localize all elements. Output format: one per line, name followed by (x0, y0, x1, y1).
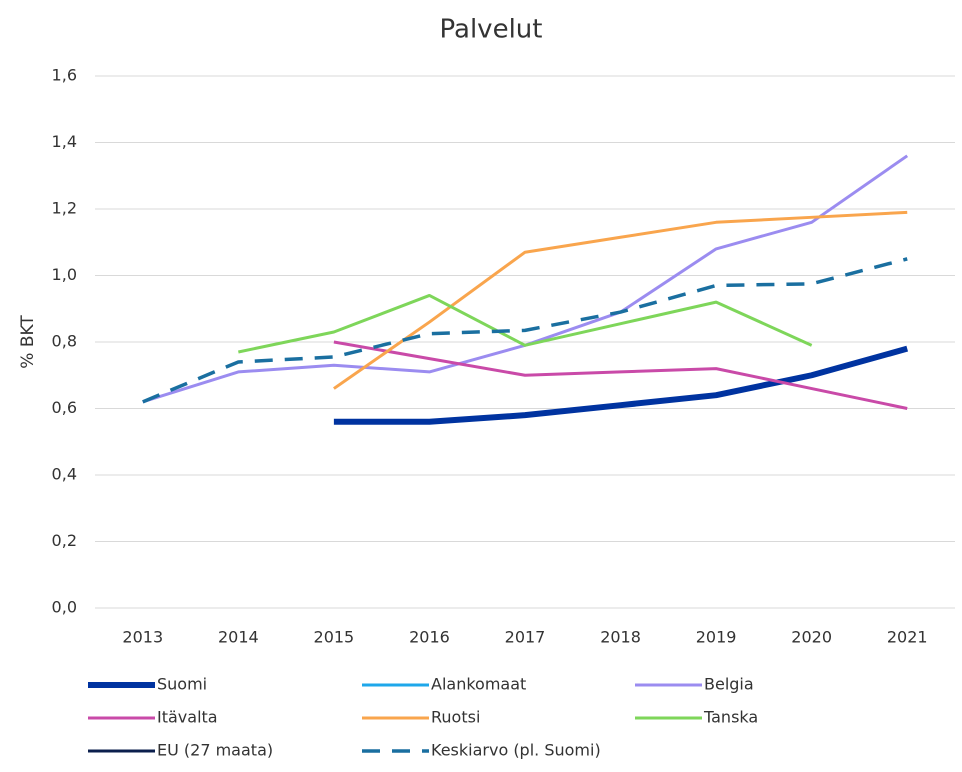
y-tick-label: 1,0 (52, 265, 77, 284)
x-tick-label: 2013 (122, 628, 163, 647)
y-tick-label: 0,4 (52, 465, 77, 484)
x-tick-label: 2021 (887, 628, 928, 647)
legend-label: Ruotsi (431, 708, 480, 727)
x-tick-label: 2020 (791, 628, 832, 647)
series-line (238, 293, 813, 354)
y-axis-label: % BKT (18, 315, 38, 369)
legend-label: Itävalta (157, 708, 218, 727)
series-line (333, 345, 909, 425)
y-tick-label: 1,6 (52, 66, 77, 85)
legend-label: Belgia (704, 675, 754, 694)
series-line (142, 154, 909, 404)
y-tick-label: 0,6 (52, 398, 77, 417)
y-tick-label: 0,0 (52, 598, 77, 617)
series-line (333, 210, 908, 390)
x-tick-label: 2014 (218, 628, 259, 647)
x-tick-label: 2018 (600, 628, 641, 647)
legend-label: Tanska (703, 708, 758, 727)
legend-label: Alankomaat (431, 675, 526, 694)
x-tick-label: 2015 (314, 628, 355, 647)
y-tick-label: 1,2 (52, 199, 77, 218)
legend-label: Suomi (157, 675, 207, 694)
y-tick-label: 0,2 (52, 531, 77, 550)
chart-title: Palvelut (440, 15, 543, 45)
y-tick-label: 0,8 (52, 332, 77, 351)
legend-label: EU (27 maata) (157, 741, 273, 760)
legend-label: Keskiarvo (pl. Suomi) (431, 741, 601, 760)
x-tick-label: 2017 (505, 628, 546, 647)
x-tick-label: 2016 (409, 628, 450, 647)
x-tick-label: 2019 (696, 628, 737, 647)
series-line (333, 340, 908, 410)
series-line (142, 257, 908, 404)
y-tick-label: 1,4 (52, 132, 77, 151)
